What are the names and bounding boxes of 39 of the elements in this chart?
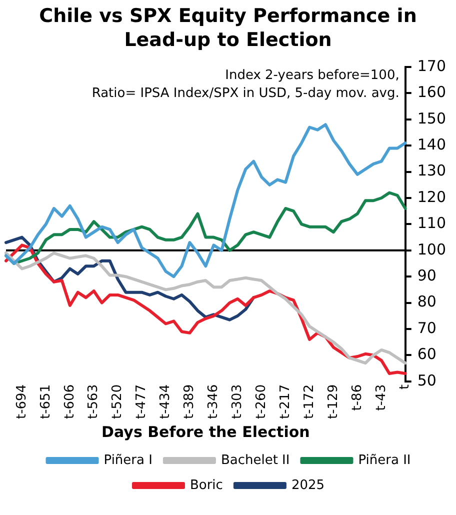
x-tick-label: t-217 bbox=[278, 384, 293, 420]
y-tick-label: 160 bbox=[417, 83, 446, 102]
x-tick-label: t-172 bbox=[302, 384, 317, 420]
x-tick-label: t-606 bbox=[62, 384, 78, 420]
y-tick-label: 130 bbox=[417, 162, 446, 180]
x-tick-label: t-346 bbox=[206, 384, 222, 420]
x-tick-label: t bbox=[398, 384, 413, 390]
x-tick-label: t-651 bbox=[38, 384, 54, 420]
x-tick-label: t-389 bbox=[182, 384, 198, 420]
x-tick-label: t-520 bbox=[110, 384, 126, 420]
legend-label: Piñera II bbox=[358, 452, 411, 468]
x-tick-label: t-563 bbox=[86, 384, 102, 420]
x-tick-label: t-43 bbox=[374, 384, 389, 411]
y-tick-label: 90 bbox=[417, 266, 436, 284]
y-tick-label: 50 bbox=[417, 371, 436, 390]
x-tick-label: t-694 bbox=[14, 384, 30, 420]
legend-label: 2025 bbox=[291, 478, 325, 493]
y-tick-label: 140 bbox=[417, 135, 446, 154]
y-tick-label: 150 bbox=[417, 109, 446, 128]
chart-title: Chile vs SPX Equity Performance in Lead-up to Election bbox=[38, 4, 418, 52]
legend-label: Bachelet II bbox=[220, 452, 290, 468]
x-tick-label: t-86 bbox=[350, 384, 365, 411]
legend-label: Piñera I bbox=[104, 452, 152, 468]
y-tick-label: 120 bbox=[417, 188, 446, 206]
x-tick-label: t-260 bbox=[254, 384, 269, 420]
x-tick-label: t-303 bbox=[230, 384, 246, 420]
y-tick-label: 110 bbox=[417, 214, 446, 232]
x-tick-label: t-434 bbox=[158, 384, 174, 420]
y-tick-label: 70 bbox=[417, 318, 436, 337]
y-tick-label: 60 bbox=[417, 345, 436, 364]
legend-label: Boric bbox=[190, 478, 223, 493]
annotation: Index 2-years before=100, bbox=[225, 68, 400, 83]
annotation: Ratio= IPSA Index/SPX in USD, 5-day mov. avg. bbox=[92, 86, 400, 101]
y-tick-label: 170 bbox=[417, 56, 446, 75]
x-tick-label: t-477 bbox=[134, 384, 150, 420]
x-axis-title: Days Before the Election bbox=[102, 422, 310, 441]
x-tick-label: t-129 bbox=[326, 384, 341, 420]
y-tick-label: 80 bbox=[417, 292, 436, 311]
y-tick-label: 100 bbox=[417, 240, 446, 258]
